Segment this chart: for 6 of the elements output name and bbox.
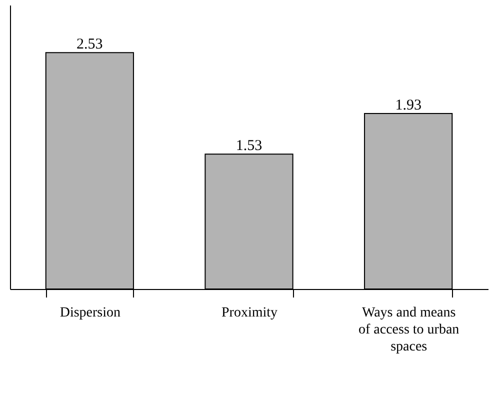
x-tick-label: Ways and means of access to urban spaces: [358, 306, 460, 354]
data-label: 2.53: [76, 36, 103, 53]
data-label: 1.93: [395, 98, 422, 114]
data-label: 1.53: [236, 138, 262, 154]
x-tick-label: Proximity: [221, 306, 278, 320]
x-tick-label: Dispersion: [60, 306, 121, 320]
